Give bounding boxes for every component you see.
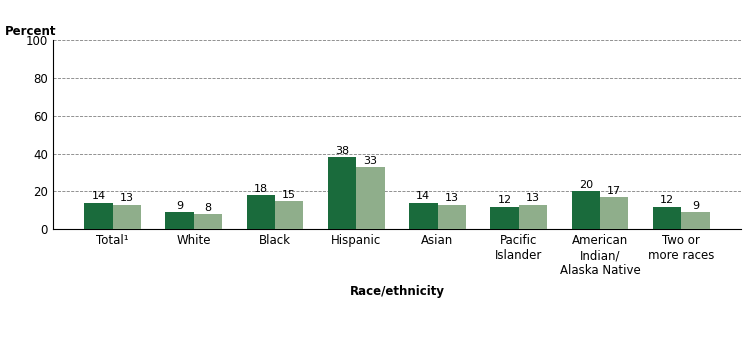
Text: 20: 20 [578, 180, 593, 190]
Bar [113, 205, 141, 229]
Legend: 2010, 2016: 2010, 2016 [334, 333, 460, 337]
Text: 12: 12 [660, 195, 674, 205]
Bar [491, 207, 519, 229]
Bar [328, 157, 356, 229]
Bar [84, 203, 113, 229]
Bar [166, 212, 194, 229]
Bar [275, 201, 303, 229]
Bar [652, 207, 681, 229]
Text: 9: 9 [176, 201, 183, 211]
Text: 15: 15 [282, 189, 296, 200]
Bar [600, 197, 628, 229]
Text: 17: 17 [607, 186, 621, 196]
Text: 33: 33 [364, 156, 377, 165]
Text: 18: 18 [254, 184, 268, 194]
Text: 12: 12 [497, 195, 512, 205]
Bar [246, 195, 275, 229]
Text: 13: 13 [120, 193, 134, 203]
Text: 13: 13 [526, 193, 540, 203]
Bar [409, 203, 438, 229]
Text: Percent: Percent [5, 25, 56, 38]
X-axis label: Race/ethnicity: Race/ethnicity [349, 285, 445, 298]
Text: 14: 14 [91, 191, 106, 202]
Text: 13: 13 [445, 193, 459, 203]
Text: 38: 38 [335, 146, 349, 156]
Text: 9: 9 [692, 201, 699, 211]
Bar [519, 205, 547, 229]
Bar [194, 214, 222, 229]
Bar [438, 205, 466, 229]
Text: 8: 8 [204, 203, 212, 213]
Bar [681, 212, 710, 229]
Text: 14: 14 [417, 191, 430, 202]
Bar [572, 191, 600, 229]
Bar [356, 167, 385, 229]
